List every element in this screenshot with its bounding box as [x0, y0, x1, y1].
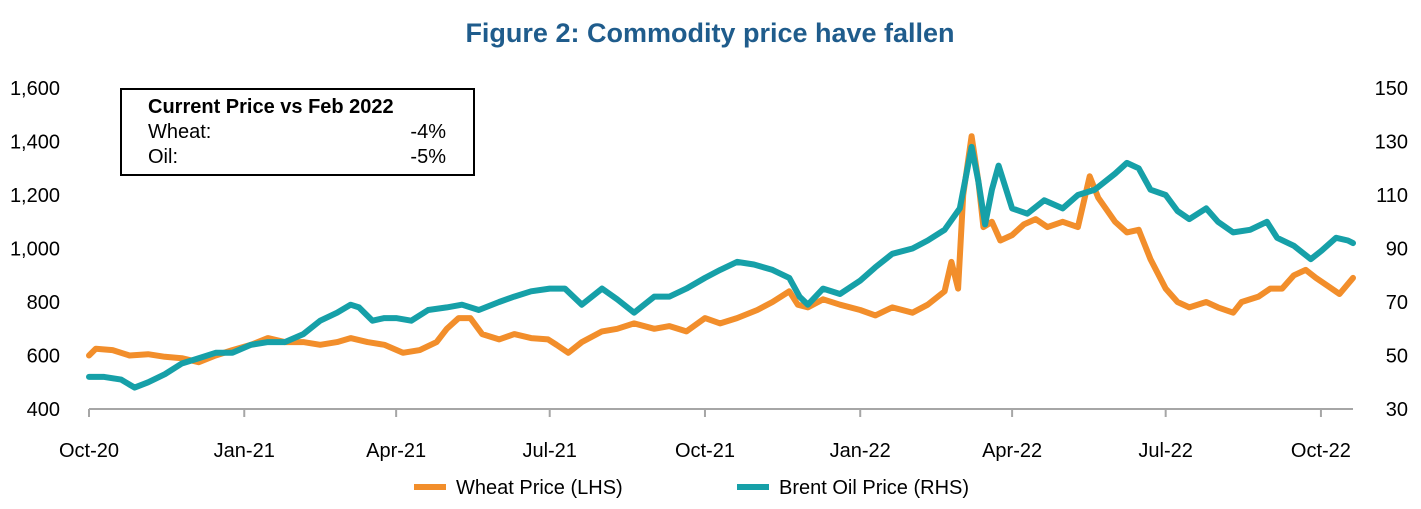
y-right-tick-label: 50 — [1386, 346, 1408, 368]
y-right-tick-label: 130 — [1375, 132, 1408, 154]
y-right-tick-label: 70 — [1386, 292, 1408, 314]
annotation-wheat-value: -4% — [410, 121, 446, 143]
y-left-tick-label: 1,400 — [10, 132, 60, 154]
y-left-tick-label: 1,600 — [10, 78, 60, 100]
annotation-wheat-label: Wheat: — [148, 121, 211, 143]
x-tick-label: Oct-20 — [59, 440, 119, 462]
axes — [88, 408, 1353, 417]
x-tick-label: Apr-22 — [982, 440, 1042, 462]
x-tick-label: Oct-22 — [1291, 440, 1351, 462]
legend-oil-label: Brent Oil Price (RHS) — [779, 477, 969, 499]
annotation-oil-label: Oil: — [148, 146, 178, 168]
annotation-title: Current Price vs Feb 2022 — [148, 96, 394, 118]
tick-labels: Oct-20 Jan-21 Apr-21 Jul-21 Oct-21 Jan-22 Apr-… — [10, 78, 1408, 462]
y-left-tick-label: 1,200 — [10, 185, 60, 207]
x-tick-label: Apr-21 — [366, 440, 426, 462]
x-tick-label: Oct-21 — [675, 440, 735, 462]
y-left-tick-label: 800 — [27, 292, 60, 314]
wheat-price-line — [86, 133, 1356, 366]
series-lines — [86, 133, 1356, 391]
y-right-tick-label: 30 — [1386, 399, 1408, 421]
brent-oil-price-line — [86, 143, 1356, 391]
annotation-box: Current Price vs Feb 2022 Wheat: -4% Oil… — [120, 88, 475, 176]
y-right-tick-label: 150 — [1375, 78, 1408, 100]
y-right-tick-label: 90 — [1386, 239, 1408, 261]
legend: Wheat Price (LHS) Brent Oil Price (RHS) — [414, 477, 969, 499]
annotation-frame — [120, 88, 475, 176]
y-left-tick-label: 1,000 — [10, 239, 60, 261]
chart-title: Figure 2: Commodity price have fallen — [465, 18, 954, 48]
x-tick-label: Jan-22 — [830, 440, 891, 462]
y-left-tick-label: 400 — [27, 399, 60, 421]
annotation-oil-value: -5% — [410, 146, 446, 168]
legend-wheat-label: Wheat Price (LHS) — [456, 477, 623, 499]
x-tick-label: Jul-21 — [522, 440, 576, 462]
y-right-tick-label: 110 — [1376, 185, 1408, 207]
x-tick-label: Jan-21 — [214, 440, 275, 462]
x-tick-label: Jul-22 — [1138, 440, 1192, 462]
y-left-tick-label: 600 — [27, 346, 60, 368]
